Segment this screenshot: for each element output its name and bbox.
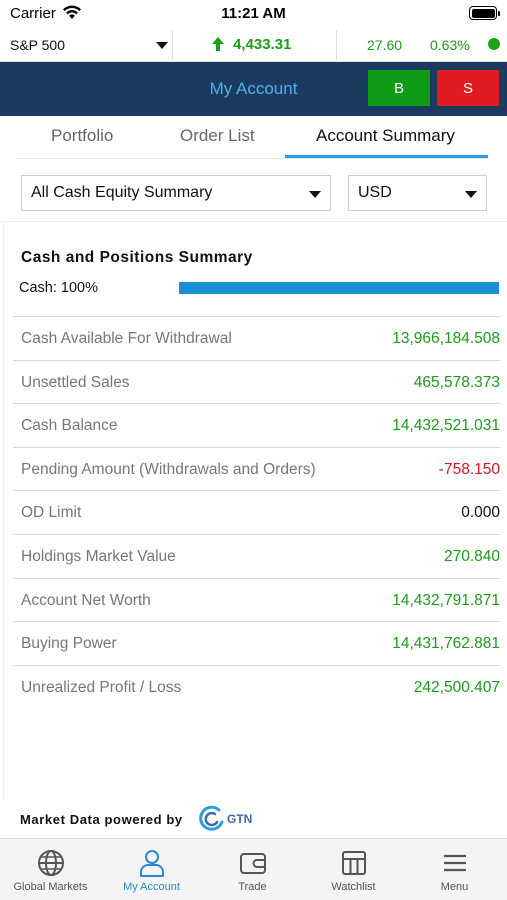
tab-account-summary[interactable]: Account Summary bbox=[316, 126, 455, 145]
summary-row: Holdings Market Value 270.840 bbox=[13, 533, 500, 578]
summary-row-label: OD Limit bbox=[21, 504, 82, 522]
summary-row-label: Cash Balance bbox=[21, 417, 118, 435]
summary-row-label: Buying Power bbox=[21, 635, 117, 653]
battery-icon bbox=[469, 6, 500, 20]
globe-icon bbox=[38, 850, 64, 876]
powered-by-footer: Market Data powered by GTN bbox=[0, 800, 507, 838]
chevron-down-icon bbox=[465, 191, 477, 198]
tab-portfolio[interactable]: Portfolio bbox=[51, 126, 114, 145]
active-tab-indicator bbox=[285, 155, 488, 158]
account-tabs: Portfolio Order List Account Summary bbox=[0, 116, 507, 160]
index-selector-label[interactable]: S&P 500 bbox=[10, 37, 66, 53]
cash-percent-label: Cash: 100% bbox=[19, 280, 98, 296]
summary-title: Cash and Positions Summary bbox=[21, 249, 253, 266]
summary-filters: All Cash Equity Summary USD bbox=[0, 162, 507, 222]
summary-row-value: -758.150 bbox=[438, 460, 500, 478]
summary-row-label: Account Net Worth bbox=[21, 591, 151, 609]
nav-my-account[interactable]: My Account bbox=[101, 839, 202, 900]
summary-row: Cash Balance 14,432,521.031 bbox=[13, 403, 500, 447]
gtn-logo-text: GTN bbox=[227, 812, 253, 826]
chevron-down-icon[interactable] bbox=[156, 42, 168, 49]
summary-row-label: Holdings Market Value bbox=[21, 547, 176, 565]
index-value: 4,433.31 bbox=[233, 36, 292, 53]
nav-menu[interactable]: Menu bbox=[404, 839, 505, 900]
summary-row-value: 14,432,521.031 bbox=[392, 417, 500, 435]
buy-button[interactable]: B bbox=[368, 70, 430, 106]
summary-row: Buying Power 14,431,762.881 bbox=[13, 621, 500, 665]
summary-type-value: All Cash Equity Summary bbox=[31, 184, 213, 201]
index-change: 27.60 bbox=[367, 37, 403, 53]
summary-row-label: Unrealized Profit / Loss bbox=[21, 678, 182, 696]
nav-label: Watchlist bbox=[331, 881, 376, 893]
cash-positions-summary: Cash and Positions Summary Cash: 100% Ca… bbox=[3, 222, 507, 800]
summary-row-value: 465,578.373 bbox=[413, 373, 500, 391]
bottom-navigation: Global Markets My Account Trade Watchlis… bbox=[0, 838, 507, 900]
wifi-icon bbox=[63, 5, 81, 19]
index-ticker: S&P 500 4,433.31 27.60 0.63% bbox=[0, 28, 507, 62]
user-icon bbox=[140, 850, 164, 877]
sell-button[interactable]: S bbox=[437, 70, 499, 106]
summary-rows: Cash Available For Withdrawal 13,966,184.… bbox=[13, 316, 500, 708]
summary-row-value: 0.000 bbox=[461, 504, 500, 522]
summary-row-value: 14,432,791.871 bbox=[392, 591, 500, 609]
market-status-dot bbox=[488, 38, 500, 50]
summary-row: Pending Amount (Withdrawals and Orders) -… bbox=[13, 446, 500, 491]
summary-type-select[interactable]: All Cash Equity Summary bbox=[21, 175, 331, 211]
gtn-logo-icon bbox=[199, 805, 224, 831]
summary-row: Account Net Worth 14,432,791.871 bbox=[13, 577, 500, 622]
nav-watchlist[interactable]: Watchlist bbox=[303, 839, 404, 900]
arrow-up-icon bbox=[212, 37, 224, 51]
summary-row-label: Pending Amount (Withdrawals and Orders) bbox=[21, 460, 316, 478]
watchlist-icon bbox=[342, 851, 366, 875]
hamburger-icon bbox=[444, 854, 466, 872]
summary-row-value: 14,431,762.881 bbox=[392, 635, 500, 653]
summary-row: OD Limit 0.000 bbox=[13, 490, 500, 534]
carrier-label: Carrier bbox=[10, 5, 56, 22]
summary-row-value: 242,500.407 bbox=[413, 678, 500, 696]
summary-row: Cash Available For Withdrawal 13,966,184.… bbox=[13, 316, 500, 360]
nav-label: Global Markets bbox=[13, 881, 88, 893]
nav-label: Menu bbox=[440, 881, 469, 893]
cash-progress-bar bbox=[179, 282, 499, 294]
currency-value: USD bbox=[358, 184, 392, 201]
nav-global-markets[interactable]: Global Markets bbox=[0, 839, 101, 900]
nav-trade[interactable]: Trade bbox=[202, 839, 303, 900]
wallet-icon bbox=[240, 853, 266, 874]
nav-label: My Account bbox=[123, 881, 180, 893]
summary-row-value: 13,966,184.508 bbox=[392, 330, 500, 347]
status-bar: Carrier 11:21 AM bbox=[0, 0, 507, 28]
currency-select[interactable]: USD bbox=[348, 175, 487, 211]
cash-progress-fill bbox=[179, 282, 499, 294]
summary-row-label: Unsettled Sales bbox=[21, 373, 130, 391]
powered-by-label: Market Data powered by bbox=[20, 812, 183, 827]
summary-row: Unrealized Profit / Loss 242,500.407 bbox=[13, 664, 500, 709]
status-time: 11:21 AM bbox=[221, 5, 286, 22]
summary-row-value: 270.840 bbox=[443, 547, 500, 565]
app-header: My Account B S bbox=[0, 62, 507, 116]
index-change-percent: 0.63% bbox=[430, 37, 470, 53]
summary-row-label: Cash Available For Withdrawal bbox=[21, 330, 232, 347]
tab-order-list[interactable]: Order List bbox=[180, 126, 255, 145]
page-title: My Account bbox=[209, 79, 298, 98]
chevron-down-icon bbox=[309, 191, 321, 198]
summary-row: Unsettled Sales 465,578.373 bbox=[13, 359, 500, 404]
nav-label: Trade bbox=[238, 881, 267, 893]
